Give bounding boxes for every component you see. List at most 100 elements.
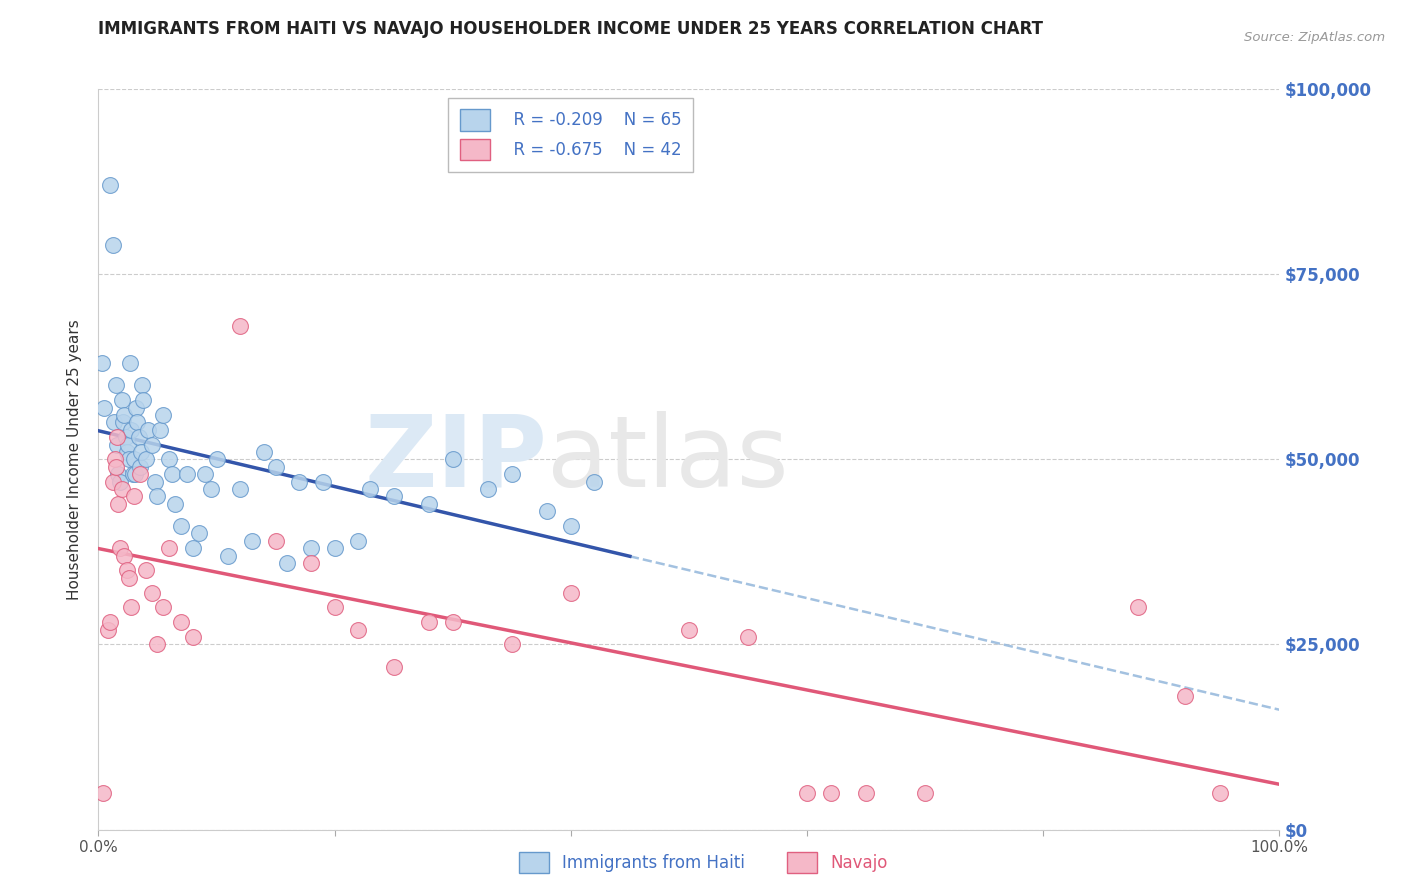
- Y-axis label: Householder Income Under 25 years: Householder Income Under 25 years: [67, 319, 83, 599]
- Point: [122, 452, 145, 467]
- Point: [135, 452, 157, 467]
- Text: IMMIGRANTS FROM HAITI VS NAVAJO HOUSEHOLDER INCOME UNDER 25 YEARS CORRELATION CH: IMMIGRANTS FROM HAITI VS NAVAJO HOUSEHOL…: [98, 20, 1043, 37]
- Point: [536, 504, 558, 518]
- Point: [141, 437, 163, 451]
- Point: [124, 467, 146, 482]
- Point: [118, 571, 141, 585]
- Point: [187, 526, 209, 541]
- Text: Source: ZipAtlas.com: Source: ZipAtlas.com: [1244, 31, 1385, 45]
- Point: [418, 615, 440, 630]
- Point: [914, 786, 936, 800]
- Point: [111, 482, 134, 496]
- Point: [820, 786, 842, 800]
- Point: [128, 467, 150, 482]
- Point: [128, 430, 150, 444]
- Point: [382, 489, 405, 503]
- Point: [103, 415, 125, 429]
- Point: [107, 467, 129, 482]
- Point: [441, 452, 464, 467]
- Point: [146, 489, 169, 503]
- Point: [181, 541, 204, 556]
- Point: [176, 467, 198, 482]
- Point: [264, 533, 287, 548]
- Point: [105, 430, 128, 444]
- Point: [1209, 786, 1232, 800]
- Point: [105, 378, 128, 392]
- Point: [312, 475, 335, 489]
- Point: [240, 533, 263, 548]
- Point: [98, 615, 121, 630]
- Point: [441, 615, 464, 630]
- Point: [117, 437, 139, 451]
- Point: [101, 475, 124, 489]
- Point: [253, 445, 276, 459]
- Point: [93, 401, 115, 415]
- Point: [194, 467, 217, 482]
- Point: [583, 475, 606, 489]
- Point: [149, 423, 172, 437]
- Point: [108, 541, 131, 556]
- Point: [152, 600, 174, 615]
- Point: [200, 482, 222, 496]
- Point: [678, 623, 700, 637]
- Point: [141, 585, 163, 599]
- Point: [131, 378, 153, 392]
- Point: [347, 623, 370, 637]
- Point: [114, 430, 136, 444]
- Point: [97, 623, 120, 637]
- Point: [132, 393, 155, 408]
- Point: [112, 549, 135, 563]
- Point: [108, 475, 131, 489]
- Point: [477, 482, 499, 496]
- Point: [104, 452, 127, 467]
- Point: [165, 497, 187, 511]
- Point: [91, 356, 114, 370]
- Point: [121, 600, 143, 615]
- Point: [418, 497, 440, 511]
- Point: [157, 541, 180, 556]
- Legend: Immigrants from Haiti, Navajo: Immigrants from Haiti, Navajo: [512, 846, 894, 880]
- Point: [181, 630, 204, 644]
- Point: [136, 423, 159, 437]
- Text: ZIP: ZIP: [364, 411, 547, 508]
- Point: [382, 659, 405, 673]
- Point: [229, 482, 252, 496]
- Point: [120, 356, 142, 370]
- Point: [129, 445, 152, 459]
- Point: [98, 178, 121, 193]
- Point: [128, 459, 150, 474]
- Point: [299, 556, 322, 570]
- Point: [1126, 600, 1149, 615]
- Legend:   R = -0.209    N = 65,   R = -0.675    N = 42: R = -0.209 N = 65, R = -0.675 N = 42: [449, 97, 693, 172]
- Point: [264, 459, 287, 474]
- Point: [560, 585, 582, 599]
- Point: [122, 489, 145, 503]
- Text: atlas: atlas: [547, 411, 789, 508]
- Point: [127, 415, 149, 429]
- Point: [276, 556, 298, 570]
- Point: [115, 564, 138, 578]
- Point: [143, 475, 166, 489]
- Point: [323, 541, 346, 556]
- Point: [115, 445, 138, 459]
- Point: [111, 393, 134, 408]
- Point: [121, 423, 143, 437]
- Point: [112, 408, 135, 422]
- Point: [737, 630, 759, 644]
- Point: [359, 482, 381, 496]
- Point: [157, 452, 180, 467]
- Point: [501, 467, 523, 482]
- Point: [91, 786, 114, 800]
- Point: [217, 549, 239, 563]
- Point: [125, 401, 148, 415]
- Point: [105, 437, 128, 451]
- Point: [101, 237, 124, 252]
- Point: [135, 564, 157, 578]
- Point: [855, 786, 877, 800]
- Point: [121, 467, 143, 482]
- Point: [112, 415, 135, 429]
- Point: [170, 615, 193, 630]
- Point: [299, 541, 322, 556]
- Point: [152, 408, 174, 422]
- Point: [170, 519, 193, 533]
